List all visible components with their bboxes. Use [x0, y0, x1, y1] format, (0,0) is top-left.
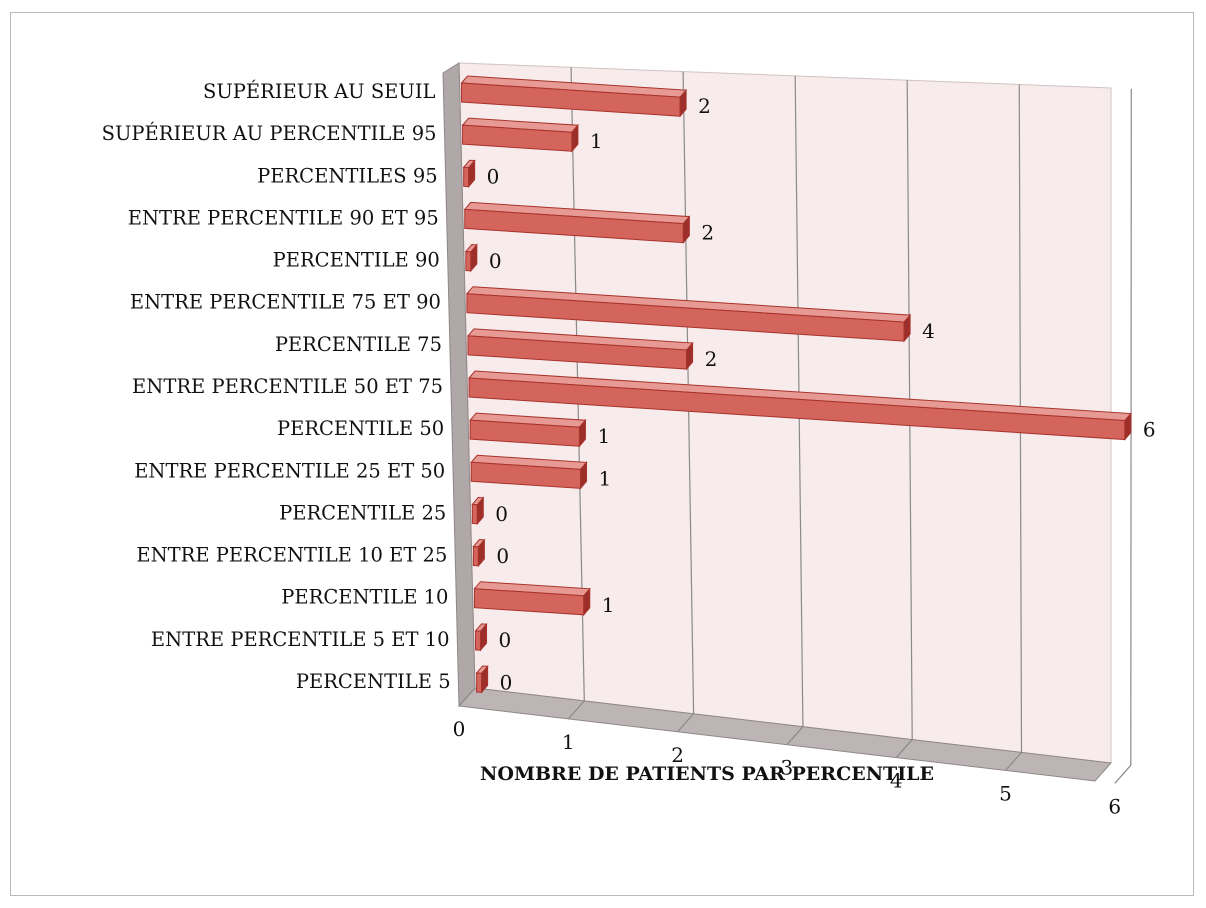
value-label: 0 — [495, 502, 508, 526]
bar — [461, 117, 579, 153]
x-tick-label: 4 — [890, 769, 903, 793]
category-label: ENTRE PERCENTILE 5 ET 10 — [151, 628, 450, 651]
x-tick-labels: 0 1 2 3 4 5 6 — [453, 717, 1122, 818]
value-label: 1 — [590, 129, 603, 153]
x-tick-label: 1 — [562, 730, 575, 754]
category-label: SUPÉRIEUR AU SEUIL — [203, 79, 436, 103]
bar-end — [470, 243, 478, 273]
category-label: SUPÉRIEUR AU PERCENTILE 95 — [102, 121, 437, 145]
value-label: 4 — [922, 319, 935, 343]
bar — [468, 370, 1132, 441]
category-label: ENTRE PERCENTILE 10 ET 25 — [136, 544, 447, 567]
bar-end — [679, 88, 687, 118]
bar-chart: SUPÉRIEUR AU SEUIL SUPÉRIEUR AU PERCENTIL… — [102, 62, 1156, 818]
category-label: PERCENTILE 90 — [273, 249, 440, 272]
category-labels: SUPÉRIEUR AU SEUIL SUPÉRIEUR AU PERCENTIL… — [102, 79, 451, 693]
floor-tick — [786, 726, 804, 746]
category-label: ENTRE PERCENTILE 25 ET 50 — [134, 459, 445, 482]
x-tick-label: 0 — [453, 717, 466, 741]
bar — [463, 201, 691, 244]
bar — [466, 328, 694, 371]
x-tick-label: 2 — [671, 743, 684, 767]
bar — [460, 75, 688, 118]
bar-end — [571, 123, 579, 153]
x-tick-label: 6 — [1108, 794, 1121, 818]
bar-end — [578, 418, 586, 448]
value-label: 2 — [705, 347, 718, 371]
floor-tick — [1005, 752, 1022, 771]
bar-front — [475, 630, 482, 651]
category-label: PERCENTILE 75 — [275, 333, 442, 356]
value-label: 6 — [1143, 418, 1156, 442]
bar — [475, 664, 489, 694]
value-labels: 2 1 0 2 0 4 2 6 1 1 0 0 1 0 0 — [487, 94, 1156, 694]
bar — [462, 159, 476, 188]
category-label: PERCENTILE 50 — [277, 417, 444, 440]
bar-end — [477, 538, 485, 568]
bar-end — [686, 341, 694, 371]
bar-front — [463, 166, 470, 188]
x-axis-title: NOMBRE DE PATIENTS PAR PERCENTILE — [480, 763, 934, 785]
value-label: 2 — [701, 221, 714, 245]
bar-end — [1124, 412, 1132, 441]
category-label: ENTRE PERCENTILE 90 ET 95 — [128, 206, 439, 229]
bar-end — [580, 461, 588, 490]
category-label: PERCENTILE 25 — [279, 501, 446, 524]
value-label: 0 — [499, 628, 512, 652]
value-label: 0 — [496, 544, 509, 568]
bar-end — [468, 159, 476, 188]
chart-frame: SUPÉRIEUR AU SEUIL SUPÉRIEUR AU PERCENTIL… — [10, 12, 1194, 896]
bar-front — [465, 251, 472, 272]
floor-tick — [1114, 764, 1132, 784]
bars — [460, 75, 1132, 694]
value-label: 0 — [500, 670, 513, 694]
x-tick-label: 5 — [999, 781, 1012, 805]
bar-end — [480, 622, 488, 652]
value-label: 1 — [599, 466, 612, 490]
category-label: PERCENTILES 95 — [257, 164, 438, 187]
bar-end — [583, 587, 591, 617]
value-label: 1 — [597, 424, 610, 448]
bar — [470, 454, 588, 490]
bar — [464, 243, 478, 273]
floor-tick — [677, 713, 695, 733]
floor-tick — [895, 739, 913, 758]
bar — [474, 622, 488, 652]
x-tick-label: 3 — [781, 756, 794, 780]
bar-front — [476, 672, 483, 693]
category-label: ENTRE PERCENTILE 50 ET 75 — [132, 375, 443, 398]
bar-front — [471, 503, 478, 525]
bar — [469, 412, 587, 448]
category-label: PERCENTILE 10 — [281, 586, 448, 609]
bar — [473, 581, 591, 617]
bar-end — [682, 215, 690, 244]
bar — [471, 496, 485, 526]
bar-end — [476, 496, 484, 526]
category-label: PERCENTILE 5 — [296, 670, 451, 693]
bar — [472, 538, 486, 568]
floor-tick — [458, 687, 476, 707]
value-label: 0 — [487, 165, 500, 189]
bar — [465, 286, 912, 343]
bar-end — [481, 664, 489, 694]
bar-end — [903, 313, 911, 343]
value-label: 1 — [602, 593, 615, 617]
category-label: ENTRE PERCENTILE 75 ET 90 — [130, 291, 441, 314]
bar-front — [472, 546, 479, 567]
value-label: 2 — [698, 94, 711, 118]
floor-tick — [567, 700, 585, 720]
value-label: 0 — [489, 249, 502, 273]
